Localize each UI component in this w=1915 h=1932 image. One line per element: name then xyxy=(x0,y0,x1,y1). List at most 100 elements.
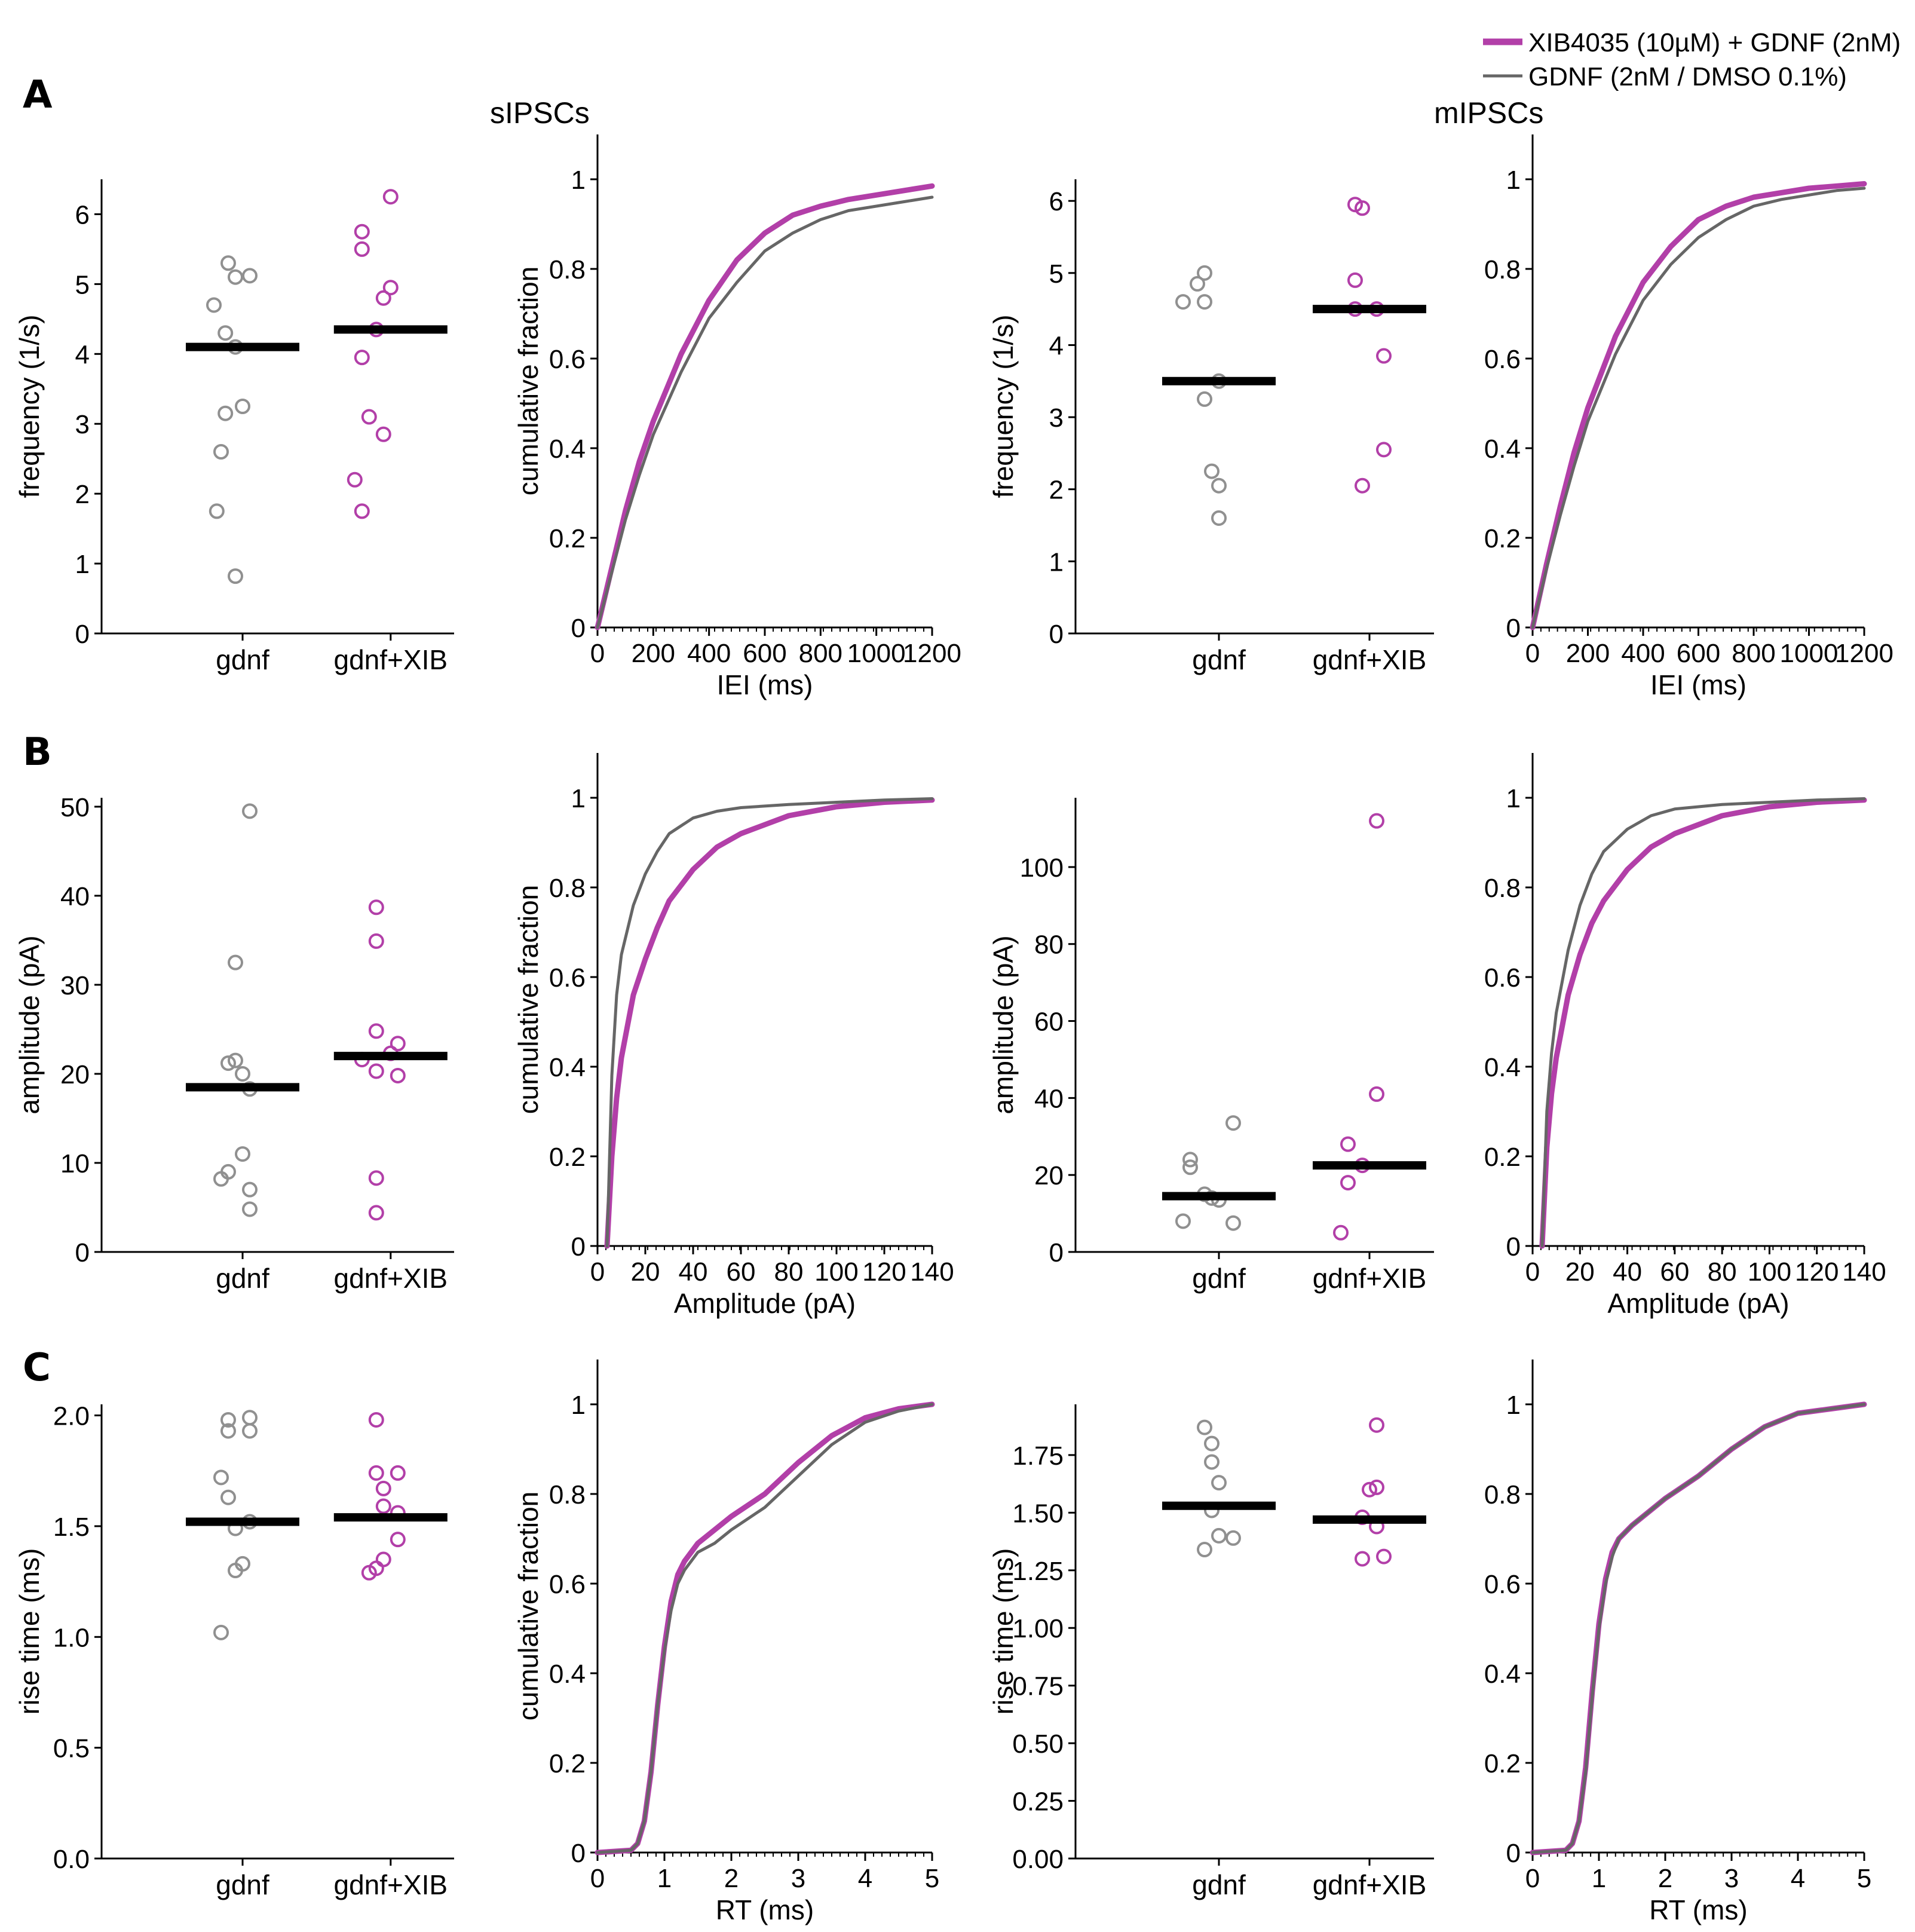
y-tick-label: 2 xyxy=(1049,476,1064,505)
x-tick-label: 0 xyxy=(590,1864,605,1893)
category-label: gdnf xyxy=(216,1869,269,1900)
series-line-gdnf xyxy=(596,1403,934,1854)
y-tick-label: 3 xyxy=(75,410,90,439)
y-tick-label: 40 xyxy=(60,882,90,911)
data-point xyxy=(368,1170,384,1186)
panel-letter-b: B xyxy=(23,730,52,774)
y-axis-label: cumulative fraction xyxy=(513,1492,544,1721)
y-tick-label: 0 xyxy=(1049,1238,1064,1267)
data-point xyxy=(375,1551,391,1567)
data-point xyxy=(209,503,225,519)
data-point xyxy=(1340,1175,1356,1191)
chart-B4: 0 0.2 0.4 0.6 0.8 1 0 20 40 60 80 100 120 140 Amplitud… xyxy=(1484,753,1886,1319)
y-tick-label: 0.75 xyxy=(1012,1672,1064,1701)
y-tick-label: 100 xyxy=(1020,853,1064,883)
data-point xyxy=(1197,294,1212,310)
data-point xyxy=(220,1423,236,1439)
data-point xyxy=(242,1181,258,1198)
y-tick-label: 1.50 xyxy=(1012,1499,1064,1528)
x-tick-label: 0 xyxy=(590,1257,605,1287)
data-point xyxy=(228,269,243,285)
data-point xyxy=(375,1480,391,1496)
y-tick-label: 40 xyxy=(1034,1084,1064,1113)
y-tick-label: 5 xyxy=(1049,259,1064,289)
data-point xyxy=(368,933,384,949)
x-axis-label: Amplitude (pA) xyxy=(1607,1288,1789,1319)
data-point xyxy=(220,1412,236,1428)
y-tick-label: 0.2 xyxy=(1484,1749,1521,1778)
x-tick-label: 40 xyxy=(1613,1257,1642,1287)
data-point xyxy=(361,1564,377,1581)
data-point xyxy=(368,1465,384,1481)
y-tick-label: 0.4 xyxy=(549,434,586,464)
y-tick-label: 0.8 xyxy=(1484,255,1521,284)
series-line-xib xyxy=(595,183,935,630)
category-label: gdnf+XIB xyxy=(334,644,448,675)
data-point xyxy=(382,280,399,296)
y-tick-label: 0.4 xyxy=(1484,1660,1521,1689)
y-tick-label: 0.6 xyxy=(1484,1570,1521,1599)
x-tick-label: 1200 xyxy=(903,639,961,668)
x-tick-label: 140 xyxy=(1842,1257,1886,1287)
y-tick-label: 3 xyxy=(1049,403,1064,433)
x-tick-label: 200 xyxy=(632,639,675,668)
data-point xyxy=(390,1067,406,1083)
data-point xyxy=(1175,294,1191,310)
data-point xyxy=(361,409,377,425)
chart-C3: 0.00 0.25 0.50 0.75 1.00 1.25 1.50 1.75 rise tim… xyxy=(988,1404,1434,1900)
x-tick-label: 1 xyxy=(1592,1864,1606,1893)
data-point xyxy=(228,1052,243,1068)
data-point xyxy=(368,1205,384,1221)
data-point xyxy=(242,268,258,284)
data-point xyxy=(242,1423,258,1439)
data-point xyxy=(1369,813,1384,829)
y-tick-label: 0.0 xyxy=(53,1845,90,1874)
chart-B2: 0 0.2 0.4 0.6 0.8 1 0 20 40 60 80 100 120 140 Amplitud… xyxy=(513,753,954,1319)
data-point xyxy=(235,1065,250,1082)
data-point xyxy=(213,444,229,460)
data-point xyxy=(220,1489,236,1505)
y-tick-label: 0 xyxy=(571,1839,586,1868)
y-tick-label: 0.50 xyxy=(1012,1729,1064,1759)
x-tick-label: 60 xyxy=(727,1257,756,1287)
panel-letter-a: A xyxy=(23,73,53,117)
x-tick-label: 1000 xyxy=(1780,639,1839,668)
y-tick-label: 0.6 xyxy=(549,345,586,374)
y-tick-label: 6 xyxy=(1049,187,1064,216)
data-point xyxy=(1225,1530,1241,1546)
y-tick-label: 0.6 xyxy=(1484,963,1521,993)
y-tick-label: 1.75 xyxy=(1012,1441,1064,1471)
category-label: gdnf xyxy=(1192,644,1246,675)
panel-letter-c: C xyxy=(23,1346,51,1390)
data-point xyxy=(375,1498,391,1514)
chart-A1: 0 1 2 3 4 5 6 frequency (1/s) gdnf gdnf+XIB xyxy=(14,179,454,675)
y-tick-label: 1.5 xyxy=(53,1512,90,1542)
y-tick-label: 0.4 xyxy=(1484,434,1521,464)
x-tick-label: 0 xyxy=(1525,639,1540,668)
x-tick-label: 800 xyxy=(799,639,842,668)
data-point xyxy=(1376,442,1392,458)
series-line-gdnf xyxy=(596,195,934,629)
data-point xyxy=(1376,1548,1392,1564)
data-point xyxy=(354,503,370,519)
y-tick-label: 0.4 xyxy=(549,1660,586,1689)
x-tick-label: 40 xyxy=(679,1257,708,1287)
y-tick-label: 0.6 xyxy=(549,963,586,993)
data-point xyxy=(1211,1475,1227,1491)
x-tick-label: 3 xyxy=(1724,1864,1739,1893)
y-axis-label: cumulative fraction xyxy=(513,267,544,496)
y-axis-label: cumulative fraction xyxy=(513,885,544,1115)
data-point xyxy=(368,1023,384,1039)
x-tick-label: 60 xyxy=(1660,1257,1689,1287)
category-label: gdnf+XIB xyxy=(1313,644,1427,675)
x-tick-label: 4 xyxy=(858,1864,872,1893)
data-point xyxy=(235,1146,250,1162)
category-label: gdnf xyxy=(1192,1263,1246,1294)
y-tick-label: 0.2 xyxy=(549,524,586,553)
category-label: gdnf+XIB xyxy=(1313,1869,1427,1900)
y-tick-label: 1 xyxy=(571,166,586,195)
y-tick-label: 0.8 xyxy=(549,1480,586,1510)
column-title-mipscs: mIPSCs xyxy=(1434,96,1543,130)
data-point xyxy=(228,568,243,584)
